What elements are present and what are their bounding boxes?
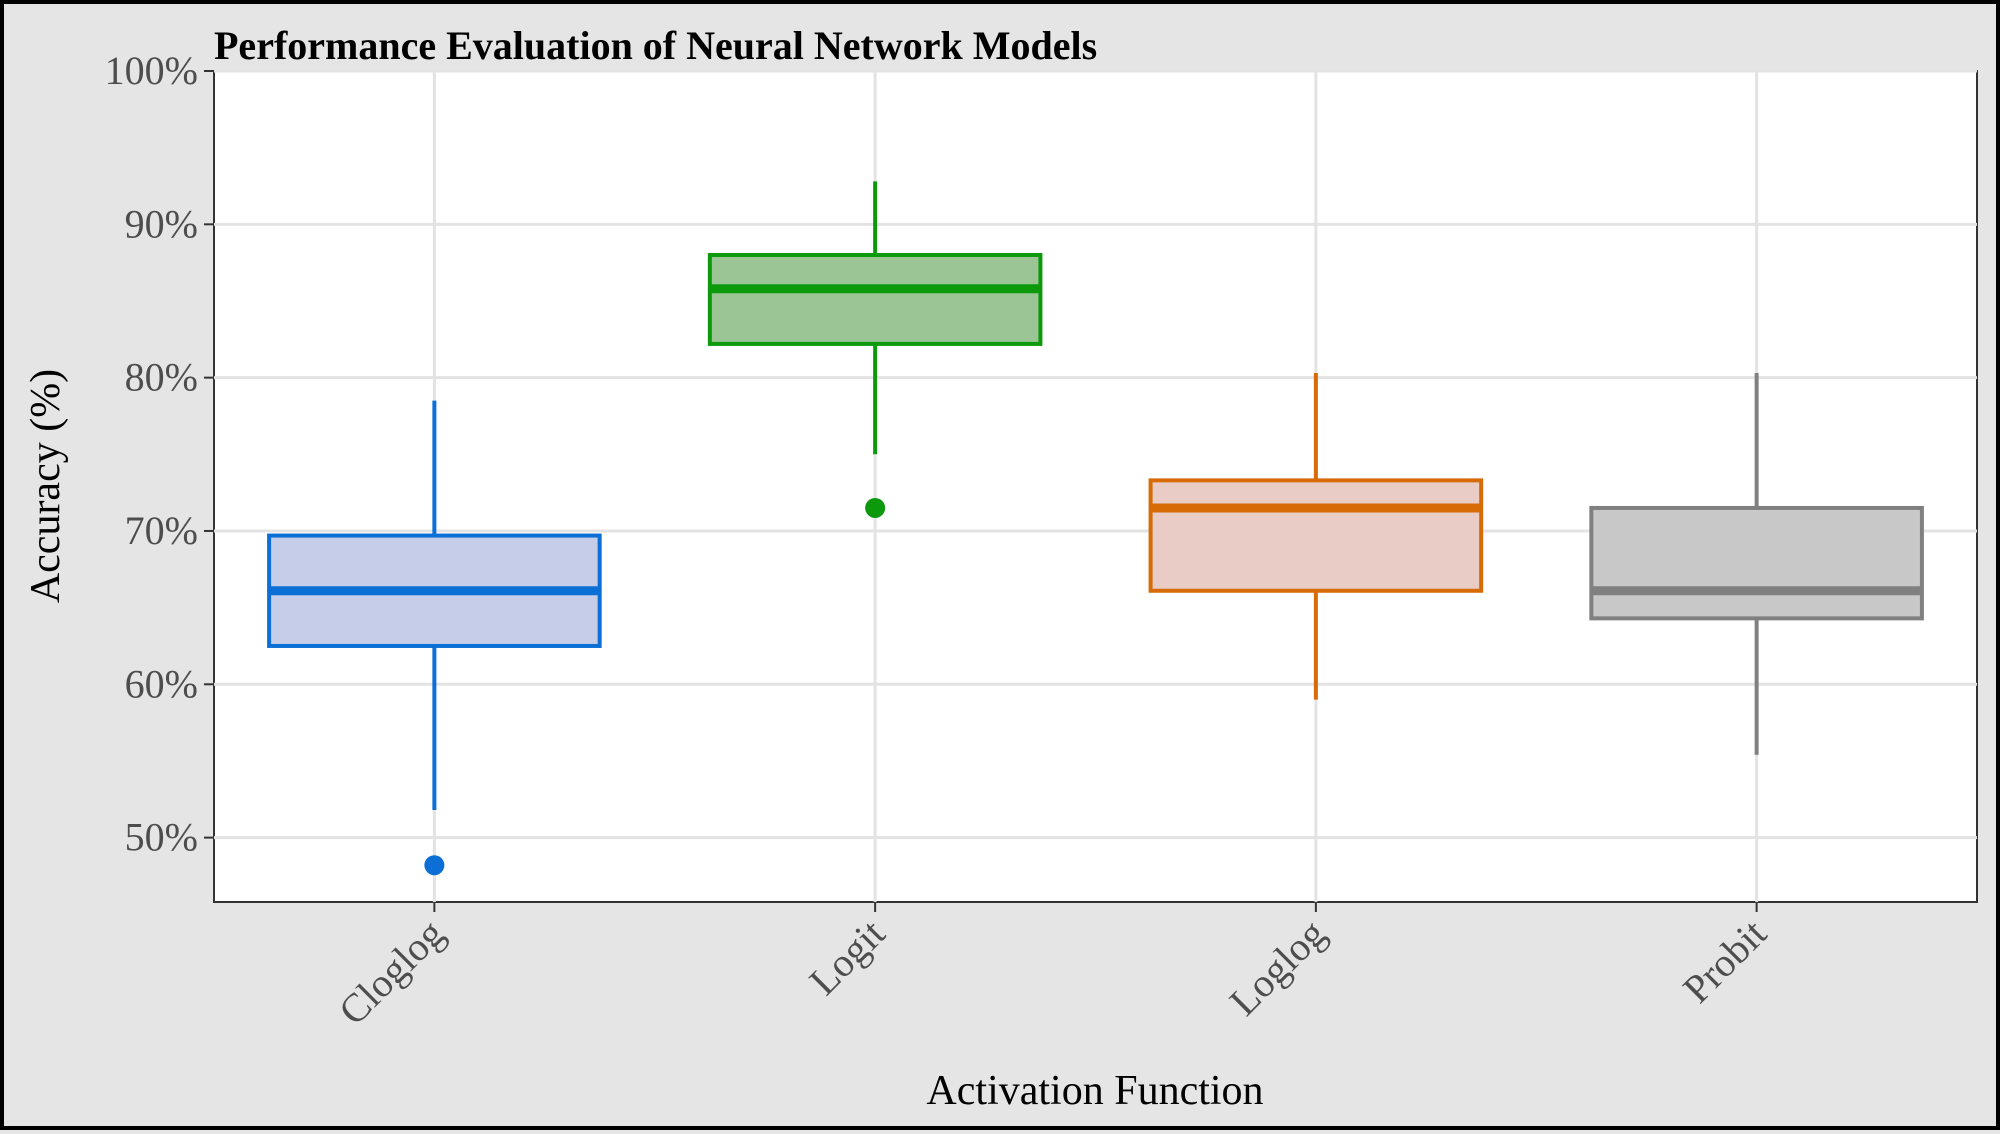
x-axis-title: Activation Function <box>926 1068 1263 1114</box>
x-tick-label: Cloglog <box>330 911 453 1034</box>
box-loglog <box>1148 373 1484 700</box>
y-tick-label: 100% <box>105 48 198 93</box>
chart: Performance Evaluation of Neural Network… <box>23 23 1978 1114</box>
y-tick-label: 80% <box>125 355 198 400</box>
x-tick-label: Logit <box>800 911 893 1004</box>
box-body <box>1589 505 1924 621</box>
plot-panel <box>213 70 1978 903</box>
outlier-point <box>865 497 886 518</box>
y-tick-label: 70% <box>125 508 198 553</box>
box-body <box>1148 478 1484 593</box>
box-body <box>707 252 1043 346</box>
outlier-point <box>424 855 445 876</box>
grid-lines <box>214 69 1977 902</box>
y-tick-label: 60% <box>125 661 198 706</box>
y-tick-label: 90% <box>125 201 198 246</box>
y-axis-title: Accuracy (%) <box>23 369 69 603</box>
box-cloglog <box>267 400 602 876</box>
chart-title: Performance Evaluation of Neural Network… <box>214 23 1097 68</box>
box-logit <box>707 181 1043 518</box>
x-tick-label: Loglog <box>1221 911 1335 1025</box>
boxes <box>267 181 1924 876</box>
x-tick-label: Probit <box>1674 911 1775 1012</box>
y-tick-label: 50% <box>125 815 198 860</box>
box-probit <box>1589 373 1924 755</box>
